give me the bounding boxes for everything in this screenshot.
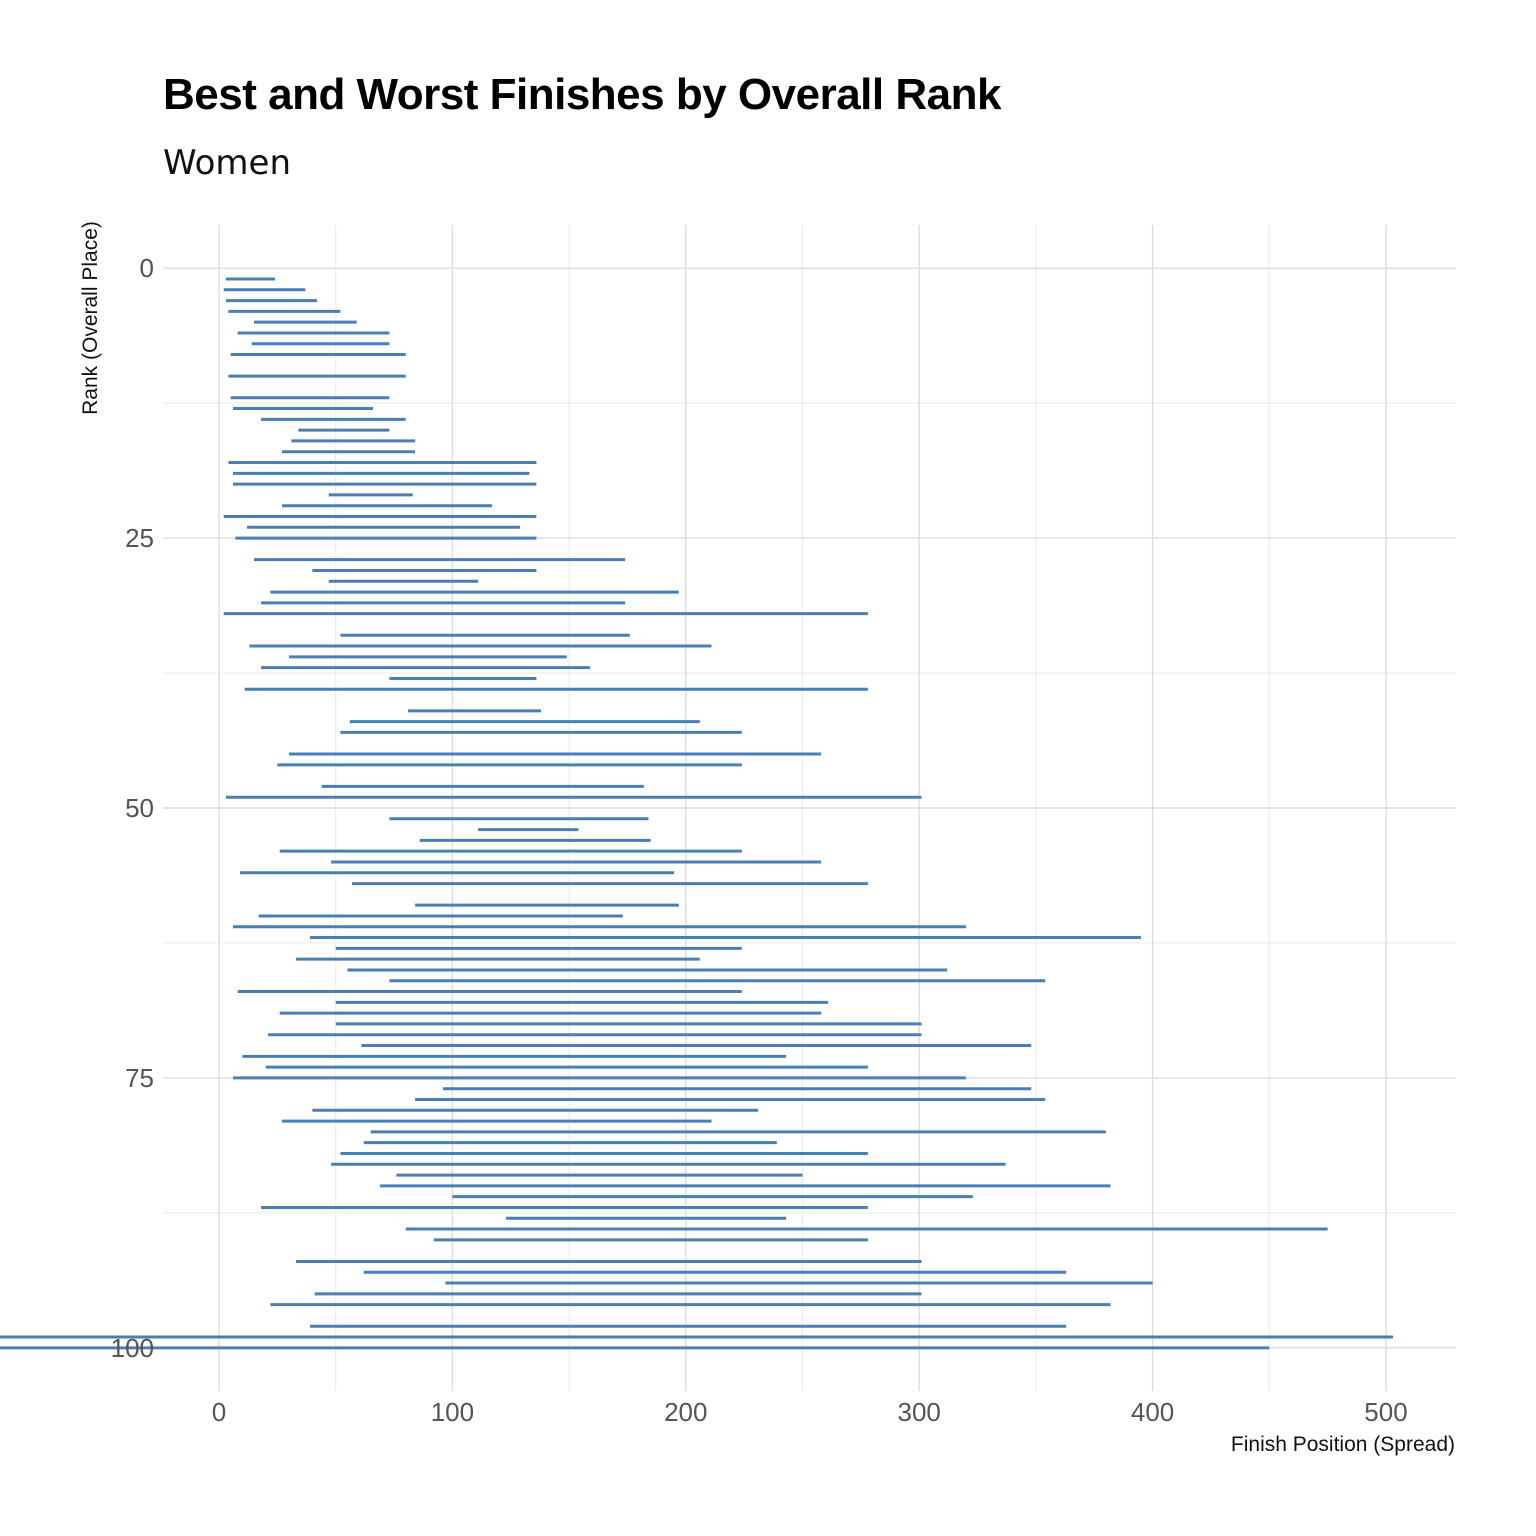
x-axis-title: Finish Position (Spread) xyxy=(1231,1433,1455,1456)
x-tick-label: 400 xyxy=(1131,1397,1174,1427)
chart-subtitle: Women xyxy=(163,143,292,183)
y-tick-label: 100 xyxy=(111,1333,154,1363)
x-axis-ticks: 0 100 200 300 400 500 xyxy=(212,1397,1408,1427)
x-tick-label: 100 xyxy=(431,1397,474,1427)
chart-title: Best and Worst Finishes by Overall Rank xyxy=(163,70,1001,119)
y-tick-label: 0 xyxy=(140,253,154,283)
minor-gridlines xyxy=(163,225,1456,1391)
y-tick-label: 75 xyxy=(125,1063,154,1093)
y-tick-label: 25 xyxy=(125,523,154,553)
y-tick-label: 50 xyxy=(125,793,154,823)
major-gridlines xyxy=(163,225,1456,1391)
y-axis-ticks: 0 25 50 75 100 xyxy=(111,253,154,1363)
x-tick-label: 300 xyxy=(897,1397,940,1427)
x-tick-label: 200 xyxy=(664,1397,707,1427)
x-tick-label: 0 xyxy=(212,1397,226,1427)
range-bars xyxy=(0,277,1393,1350)
x-tick-label: 500 xyxy=(1364,1397,1407,1427)
y-axis-title: Rank (Overall Place) xyxy=(79,221,102,415)
